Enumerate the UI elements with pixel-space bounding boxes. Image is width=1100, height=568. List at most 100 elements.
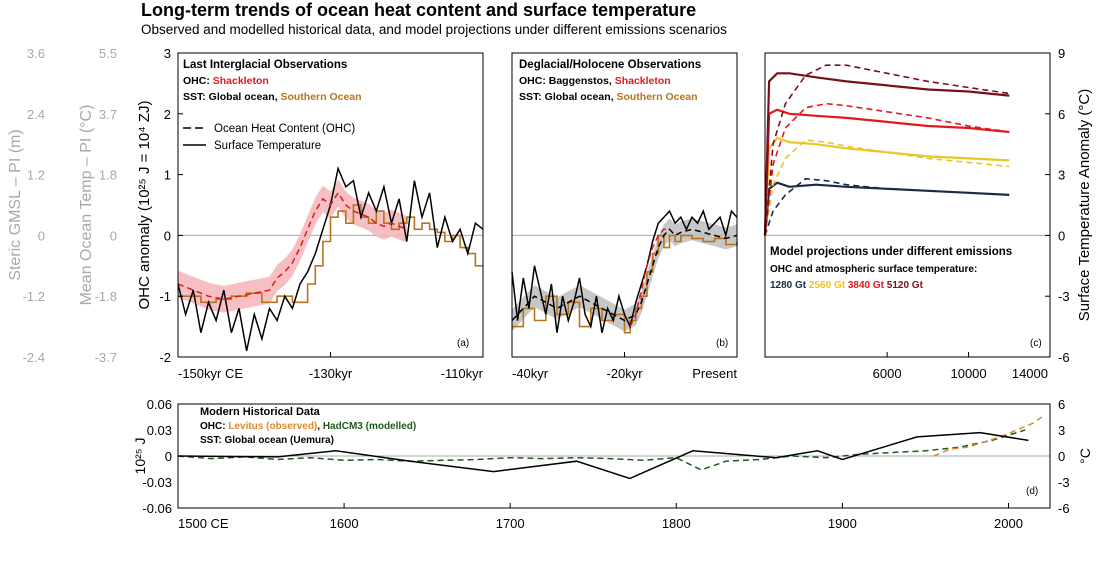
ohc-tick: 2 [164,107,171,122]
panel-d-ytick-right: 0 [1058,449,1065,464]
panel-c-subtitle: OHC and atmospheric surface temperature: [770,264,977,275]
panel-b-sst-line: SST: Global ocean, Southern Ocean [519,91,698,103]
panel-d-ylabel-left: 10²⁵ J [132,438,148,475]
panel-d-ytick-left: 0 [165,449,172,464]
ohc-tick: 3 [164,46,171,61]
scenario-1280: 1280 Gt [770,280,807,291]
ocean-temp-tick: -3.7 [95,350,117,365]
panel-d-title: Modern Historical Data [200,406,321,418]
ocean-temp-tick: 1.8 [99,168,117,183]
gmsl-tick: 2.4 [27,107,45,122]
panel-d-ytick-right: 3 [1058,423,1065,438]
surface-temp-axis-label: Surface Temperature Anomaly (°C) [1076,89,1093,322]
scenario-3840: 3840 Gt [848,280,885,291]
series-levitus [933,416,1043,457]
panel-a-southern-ocean: Southern Ocean [280,91,361,103]
panel-d-levitus: Levitus (observed) [228,421,317,432]
panel-b-ohc-line: OHC: Baggenstos, Shackleton [519,75,671,87]
series-1280-gt-solid [763,181,1010,236]
surface-temp-tick: 0 [1058,228,1065,243]
series-5120-gt-solid [763,72,1010,236]
panel-d-xtick: 1600 [330,516,359,531]
ocean-temp-axis-label: Mean Ocean Temp – PI (°C) [78,105,95,306]
series-shackleton-b [629,228,670,327]
panel-b-baggenstos: Baggenstos [549,75,609,87]
panel-a-xtick: -150kyr CE [178,366,243,381]
series-1280-gt-dashed [764,177,1010,236]
ocean-temp-tick: -1.8 [95,289,117,304]
panel-d-ytick-right: -3 [1058,475,1070,490]
panel-d-ytick-left: -0.03 [142,475,172,490]
panel-b-shackleton: Shackleton [615,75,671,87]
ohc-axis-label: OHC anomaly (10²⁵ J = 10⁴ ZJ) [136,101,153,310]
gmsl-axis-label: Steric GMSL – PI (m) [7,129,24,280]
ohc-tick: -1 [159,289,171,304]
shackleton-band [178,179,407,313]
legend-ohc-label: Ocean Heat Content (OHC) [214,123,355,135]
series-5120-gt-dashed [764,64,1010,236]
series-shackleton-a [177,191,408,300]
panel-d-sst-line: SST: Global ocean (Uemura) [200,435,334,446]
panel-d-xtick: 1500 CE [178,516,229,531]
panel-b-letter: (b) [716,338,728,349]
panel-b-xtick: -20kyr [606,366,643,381]
panel-d-letter: (d) [1026,486,1038,497]
panel-d-xtick: 2000 [994,516,1023,531]
panel-a-title: Last Interglacial Observations [183,59,347,71]
ohc-tick: 0 [164,228,171,243]
surface-temp-tick: -3 [1058,289,1070,304]
panel-a-ohc-line: OHC: Shackleton [183,75,269,87]
panel-c-xtick: 14000 [1012,366,1048,381]
panel-d-hadcm3: HadCM3 (modelled) [323,421,416,432]
panel-d-ohc-sep: , [317,421,323,432]
gmsl-tick: -1.2 [23,289,45,304]
panel-c-scenarios: 1280 Gt 2560 Gt 3840 Gt 5120 Gt [770,280,924,291]
ocean-temp-tick: 3.7 [99,107,117,122]
scenario-2560: 2560 Gt [809,280,846,291]
panel-a-sst-line: SST: Global ocean, Southern Ocean [183,91,362,103]
surface-temp-tick: 9 [1058,46,1065,61]
scenario-5120: 5120 Gt [887,280,924,291]
panel-b-sst-prefix: SST: Global ocean, [519,91,616,103]
panel-b-xtick: -40kyr [512,366,549,381]
series-3840-gt-dashed [764,102,1010,236]
ohc-tick: -2 [159,350,171,365]
panel-b-ohc-sep: , [609,75,615,87]
surface-temp-tick: 3 [1058,168,1065,183]
panel-d-xtick: 1800 [662,516,691,531]
panel-d-ylabel-right: °C [1077,448,1093,464]
panel-c-letter: (c) [1030,338,1042,349]
panel-d-ytick-left: 0.06 [147,397,172,412]
figure-title: Long-term trends of ocean heat content a… [141,0,697,20]
panel-c-xtick: 6000 [873,366,902,381]
ocean-temp-tick: 0 [110,228,117,243]
panel-frame-d [177,403,1051,509]
panel-d-ytick-right: -6 [1058,501,1070,516]
panel-d-ytick-left: 0.03 [147,423,172,438]
surface-temp-tick: 6 [1058,107,1065,122]
ohc-tick: 1 [164,168,171,183]
surface-temp-tick: -6 [1058,350,1070,365]
panel-d-xtick: 1900 [828,516,857,531]
figure-subtitle: Observed and modelled historical data, a… [141,22,727,37]
gmsl-tick: -2.4 [23,350,45,365]
gmsl-tick: 1.2 [27,168,45,183]
panel-d-ytick-left: -0.06 [142,501,172,516]
series-global-ocean-b [511,209,738,333]
series-southern-ocean-b [512,234,738,334]
legend-sst-label: Surface Temperature [214,140,321,152]
gmsl-tick: 3.6 [27,46,45,61]
panel-a-ohc-prefix: OHC: [183,75,213,87]
series-uemura [177,431,1029,480]
panel-c-title: Model projections under different emissi… [770,246,1012,258]
panel-a-sst-prefix: SST: Global ocean, [183,91,280,103]
ocean-temp-tick: 5.5 [99,46,117,61]
panel-a-shackleton: Shackleton [213,75,269,87]
panel-a-xtick: -110kyr [441,366,484,381]
panel-a-letter: (a) [457,338,469,349]
gmsl-tick: 0 [38,228,45,243]
series-2560-gt-dashed [764,139,1010,236]
panel-b-xtick: Present [692,366,737,381]
series-hadcm3 [177,429,1026,471]
